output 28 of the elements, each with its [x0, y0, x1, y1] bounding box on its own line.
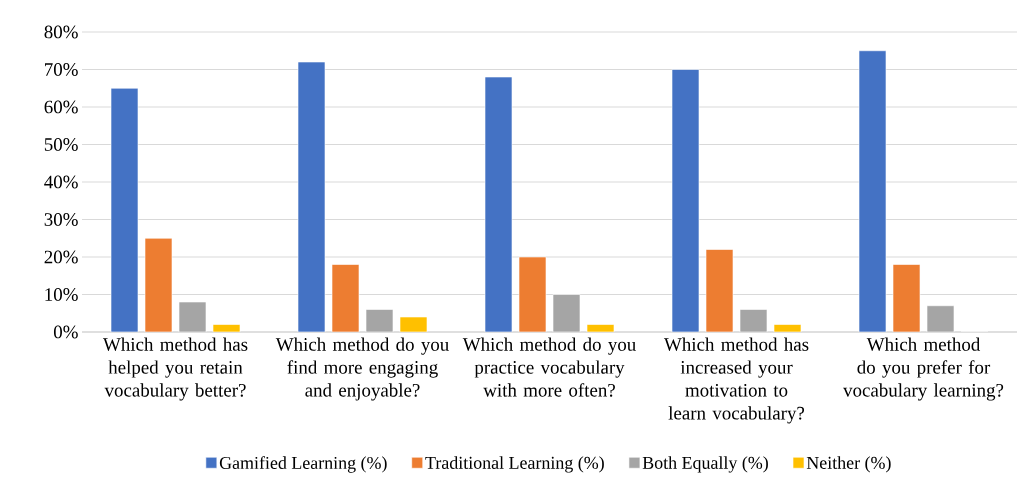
bar — [518, 256, 547, 332]
x-tick-label: Which method do you practice vocabulary with more often? — [462, 337, 636, 397]
y-tick-label: 60% — [44, 100, 78, 114]
y-tick-label: 30% — [44, 213, 78, 226]
x-tick-label: Which method has helped you retain vocabulary better? — [102, 337, 248, 401]
x-tick-label: Which method do you find more engaging and enjoyable? — [275, 337, 449, 401]
legend-label: Traditional Learning (%) — [425, 456, 604, 473]
y-tick-label: 70% — [45, 63, 78, 76]
bar — [331, 264, 360, 332]
y-tick-label: 40% — [44, 175, 78, 189]
y-tick-label: 10% — [45, 288, 78, 301]
y-tick-label: 0% — [53, 325, 78, 339]
y-tick-label: 20% — [44, 250, 78, 264]
x-tick-label: Which method do you prefer for vocabulary learning? — [843, 337, 1004, 401]
legend-label: Neither (%) — [806, 456, 891, 473]
x-tick-label: Which method has increased your motivation to learn vocabulary? — [663, 337, 809, 424]
bar — [297, 61, 326, 332]
legend-label: Both Equally (%) — [642, 456, 768, 473]
bar — [484, 76, 513, 332]
bar — [144, 237, 173, 332]
bar — [671, 69, 700, 332]
y-tick-label: 80% — [44, 25, 78, 39]
y-tick-label: 50% — [44, 138, 78, 151]
bar — [110, 87, 139, 332]
bar — [858, 50, 887, 332]
bar — [892, 264, 921, 332]
legend-label: Gamified Learning (%) — [219, 456, 387, 473]
bar — [705, 249, 734, 332]
